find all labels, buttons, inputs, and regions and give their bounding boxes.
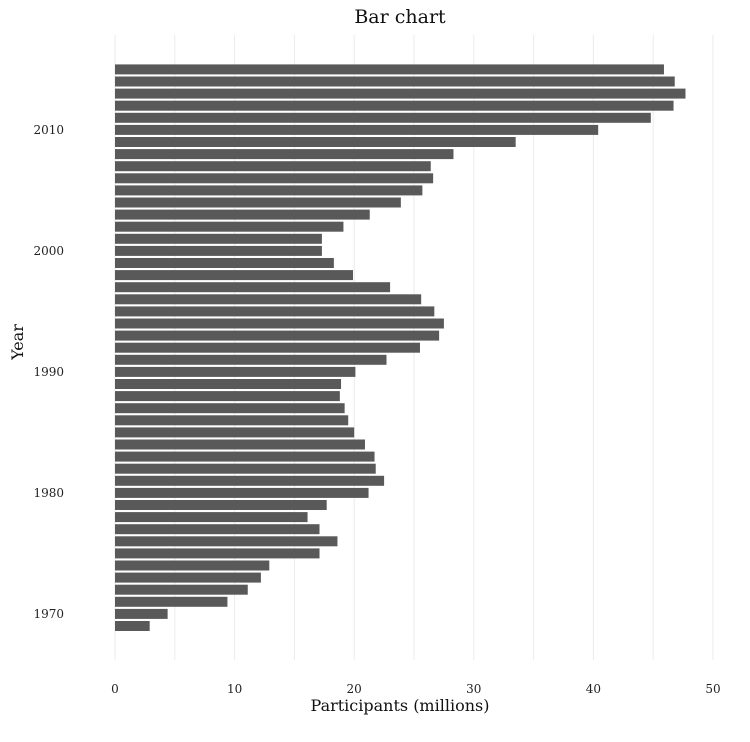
x-tick-label: 40 [586,682,601,696]
bar-1998 [115,270,354,281]
bar-1993 [115,330,440,341]
bar-2006 [115,173,434,184]
x-tick-label: 10 [227,682,242,696]
y-tick-label: 2010 [33,123,64,137]
bar-1970 [115,608,168,619]
bar-1986 [115,415,349,426]
bar-2001 [115,233,322,244]
bar-1972 [115,584,248,595]
bar-2008 [115,149,454,160]
bar-2000 [115,245,322,256]
x-tick-label: 20 [347,682,362,696]
bar-2007 [115,161,431,172]
bar-1997 [115,282,391,293]
y-axis-ticks: 1970 1980 1990 2000 2010 [33,123,64,621]
bar-1987 [115,403,345,414]
bar-1975 [115,548,320,559]
bar-1985 [115,427,355,438]
bar-1971 [115,596,228,607]
bar-1990 [115,366,356,377]
bar-1989 [115,379,342,389]
bar-1980 [115,487,369,498]
bar-2014 [115,76,675,87]
x-tick-label: 30 [466,682,481,696]
y-tick-label: 1990 [33,365,64,379]
x-axis-ticks: 0 10 20 30 40 50 [111,682,720,696]
bar-1978 [115,512,308,523]
chart-title: Bar chart [354,6,446,28]
bar-2005 [115,185,423,196]
bar-1981 [115,475,385,486]
bar-1992 [115,342,420,353]
bar-2004 [115,197,401,208]
bar-2010 [115,124,599,135]
bar-1983 [115,451,375,462]
bar-2002 [115,221,344,232]
y-tick-label: 1970 [33,607,64,621]
bar-1973 [115,572,261,583]
bars [115,64,686,631]
bar-1979 [115,500,327,510]
bar-1976 [115,536,338,547]
bar-1995 [115,306,435,317]
bar-2013 [115,88,686,99]
y-axis-label: Year [8,324,27,361]
x-tick-label: 0 [111,682,119,696]
bar-1984 [115,439,365,450]
bar-1974 [115,560,270,571]
bar-1982 [115,463,376,474]
bar-2009 [115,137,516,147]
x-axis-label: Participants (millions) [311,696,490,715]
bar-2011 [115,112,651,123]
y-tick-label: 2000 [33,244,64,258]
bar-2003 [115,209,370,220]
bar-1994 [115,318,444,329]
bar-1996 [115,294,422,305]
bar-2015 [115,64,664,75]
bar-1977 [115,524,320,535]
bar-1969 [115,621,150,631]
bar-1991 [115,354,387,365]
bar-1988 [115,391,340,402]
bar-2012 [115,100,674,111]
y-tick-label: 1980 [33,486,64,500]
x-tick-label: 50 [705,682,720,696]
bar-1999 [115,258,334,268]
